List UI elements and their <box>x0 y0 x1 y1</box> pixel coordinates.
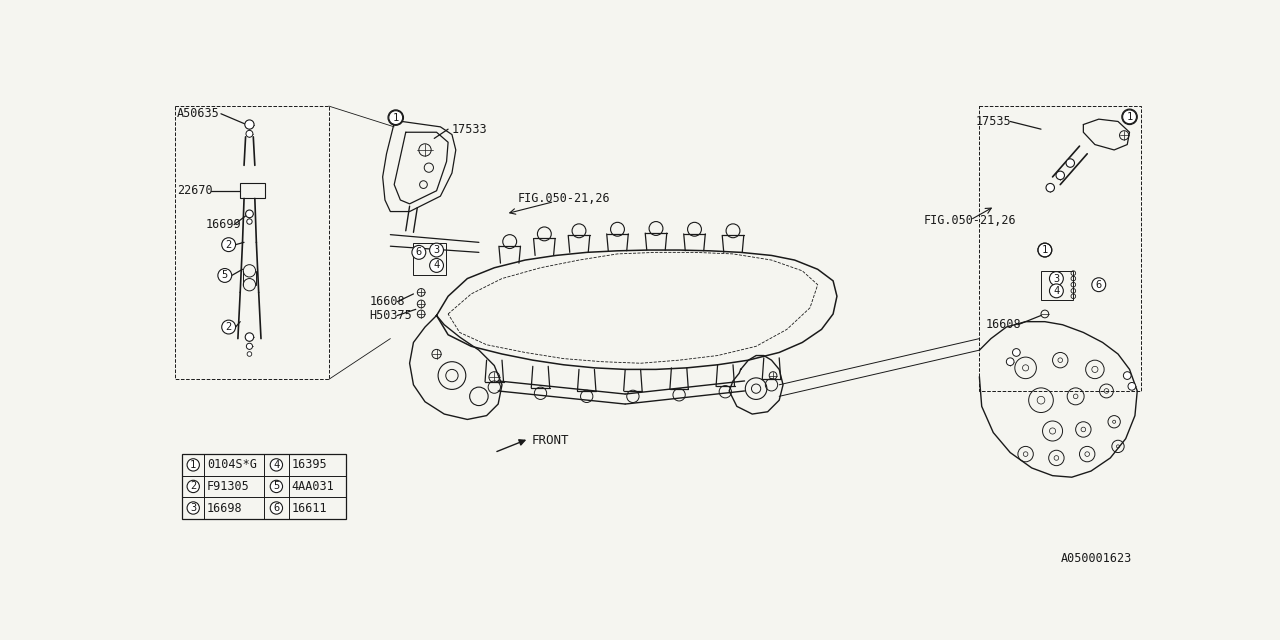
Text: 1: 1 <box>1042 245 1048 255</box>
Circle shape <box>1050 271 1064 285</box>
Text: 17533: 17533 <box>452 123 488 136</box>
Circle shape <box>412 245 426 259</box>
Circle shape <box>221 237 236 252</box>
Text: 2: 2 <box>225 239 232 250</box>
Circle shape <box>1038 243 1052 257</box>
Circle shape <box>1066 159 1074 167</box>
Text: 17535: 17535 <box>975 115 1011 128</box>
Text: 6: 6 <box>1096 280 1102 290</box>
Text: FIG.050-21,26: FIG.050-21,26 <box>517 192 611 205</box>
Text: 16608: 16608 <box>986 318 1021 332</box>
Text: 3: 3 <box>1053 273 1060 284</box>
Circle shape <box>221 320 236 334</box>
Circle shape <box>430 243 443 257</box>
Circle shape <box>218 269 232 282</box>
Circle shape <box>1006 358 1014 365</box>
Text: FRONT: FRONT <box>531 434 568 447</box>
Text: FIG.050-21,26: FIG.050-21,26 <box>924 214 1016 227</box>
Circle shape <box>1092 278 1106 292</box>
Text: H50375: H50375 <box>370 309 412 322</box>
Circle shape <box>270 459 283 471</box>
Text: A050001623: A050001623 <box>1061 552 1132 564</box>
Text: 3: 3 <box>434 245 439 255</box>
Bar <box>413 243 445 275</box>
Circle shape <box>246 333 253 341</box>
Text: 1: 1 <box>191 460 196 470</box>
Circle shape <box>1056 171 1065 180</box>
Text: 2: 2 <box>225 322 232 332</box>
Circle shape <box>187 459 200 471</box>
Text: 5: 5 <box>273 481 279 492</box>
Circle shape <box>1123 110 1137 124</box>
Text: 16608: 16608 <box>370 295 406 308</box>
Circle shape <box>246 210 253 218</box>
Text: 4: 4 <box>273 460 279 470</box>
Text: 22670: 22670 <box>177 184 212 197</box>
Circle shape <box>1050 284 1064 298</box>
Circle shape <box>246 131 253 137</box>
Circle shape <box>187 502 200 514</box>
Circle shape <box>270 480 283 493</box>
Circle shape <box>1124 372 1132 380</box>
Text: 3: 3 <box>191 503 196 513</box>
Text: 16698: 16698 <box>207 502 243 515</box>
Text: 16611: 16611 <box>292 502 328 515</box>
Circle shape <box>247 219 252 224</box>
Bar <box>183 454 346 519</box>
Text: 0104S*G: 0104S*G <box>207 458 257 472</box>
Text: 1: 1 <box>1126 112 1133 122</box>
Bar <box>241 183 265 198</box>
Text: 16699: 16699 <box>206 218 241 231</box>
Circle shape <box>1128 383 1135 390</box>
Text: 5: 5 <box>221 271 228 280</box>
Circle shape <box>246 343 252 349</box>
Text: 6: 6 <box>416 247 422 257</box>
Text: 6: 6 <box>273 503 279 513</box>
Circle shape <box>187 480 200 493</box>
Text: F91305: F91305 <box>207 480 250 493</box>
Circle shape <box>247 352 252 356</box>
Bar <box>979 106 1140 391</box>
Text: 16395: 16395 <box>292 458 328 472</box>
Text: 4AA031: 4AA031 <box>292 480 334 493</box>
Circle shape <box>430 259 443 273</box>
Text: 4: 4 <box>434 260 439 271</box>
Text: A50635: A50635 <box>177 108 220 120</box>
Circle shape <box>270 502 283 514</box>
Circle shape <box>1046 184 1055 192</box>
Bar <box>175 106 329 380</box>
Text: 2: 2 <box>191 481 196 492</box>
Bar <box>1041 271 1074 300</box>
Circle shape <box>244 120 253 129</box>
Text: 4: 4 <box>1053 286 1060 296</box>
Circle shape <box>1012 349 1020 356</box>
Text: 1: 1 <box>393 113 399 123</box>
Circle shape <box>389 111 403 125</box>
